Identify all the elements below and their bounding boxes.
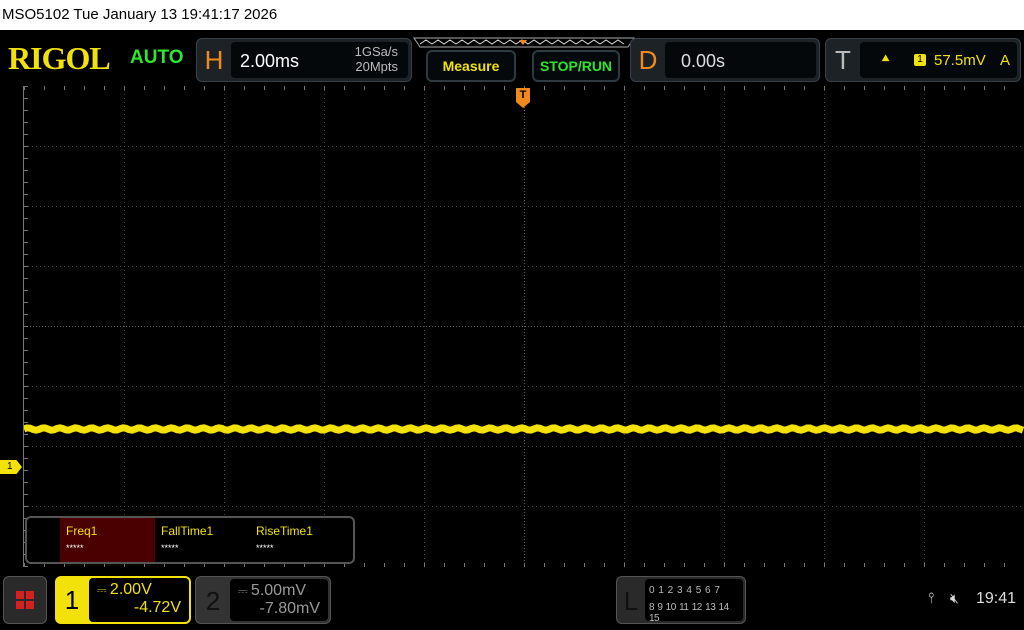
memory-depth: 20Mpts <box>355 59 398 74</box>
mute-icon[interactable]: 🔇︎ <box>950 590 959 606</box>
logic-key: L <box>623 586 639 616</box>
clock: 19:41 <box>976 590 1017 607</box>
logic-channels-row-1: 0 1 2 3 4 5 6 7 <box>649 585 720 596</box>
channel-1-scale: 2.00V <box>109 581 152 598</box>
timebase-value: 2.00ms <box>240 51 300 71</box>
trigger-position-marker[interactable]: T <box>516 88 530 108</box>
channel-1-number: 1 <box>64 585 80 615</box>
measurement-panel: Freq1 ***** FallTime1 ***** RiseTime1 ***** <box>25 516 355 564</box>
channel-2-number: 2 <box>205 586 221 616</box>
graticule <box>24 86 1024 567</box>
menu-button[interactable] <box>3 576 47 624</box>
waveform-display[interactable] <box>23 86 1024 567</box>
logic-analyzer-panel[interactable]: L 0 1 2 3 4 5 6 7 8 9 10 11 12 13 14 15 <box>616 576 746 624</box>
measurement-label: FallTime1 <box>161 524 214 538</box>
rigol-logo: RIGOL <box>8 40 111 76</box>
trigger-position-marker <box>519 40 527 45</box>
channel-1-trace <box>24 424 1024 434</box>
measurement-freq1[interactable]: Freq1 ***** <box>60 518 155 562</box>
channel-1-offset: -4.72V <box>133 599 181 616</box>
measurement-label: Freq1 <box>66 524 98 538</box>
horizontal-key: H <box>204 45 224 75</box>
sample-rate: 1GSa/s <box>354 44 398 59</box>
channel-2-offset: -7.80mV <box>259 600 320 617</box>
channel-2-panel[interactable]: 2 ⎓ 5.00mV -7.80mV <box>195 576 331 624</box>
measure-button[interactable]: Measure <box>426 50 516 82</box>
memory-overview-bar <box>413 37 635 48</box>
delay-value: 0.00s <box>681 51 726 71</box>
measurement-falltime1[interactable]: FallTime1 ***** <box>155 518 250 562</box>
trigger-source-badge: 1 <box>914 54 926 66</box>
trigger-sweep-mode: A <box>1000 52 1011 69</box>
measurement-value: ***** <box>66 543 84 553</box>
stop-run-button[interactable]: STOP/RUN <box>532 50 620 82</box>
trigger-mode-status: AUTO <box>130 47 184 68</box>
title-bar: MSO5102 Tue January 13 19:41:17 2026 <box>0 0 1024 30</box>
measurement-risetime1[interactable]: RiseTime1 ***** <box>250 518 345 562</box>
usb-icon: ⫯ <box>928 590 935 607</box>
delay-panel[interactable]: D 0.00s <box>630 38 820 82</box>
dc-coupling-icon: ⎓ <box>97 583 110 597</box>
trigger-panel[interactable]: T ⯅ 1 57.5mV A <box>825 38 1021 82</box>
measurement-value: ***** <box>161 543 179 553</box>
trigger-level: 57.5mV <box>934 52 986 69</box>
rising-edge-icon: ⯅ <box>880 50 892 66</box>
logic-channels-row-2: 8 9 10 11 12 13 14 15 <box>649 602 729 624</box>
horizontal-panel[interactable]: H 2.00ms 1GSa/s 20Mpts <box>196 38 412 82</box>
measurement-label: RiseTime1 <box>256 524 313 538</box>
channel-2-scale: 5.00mV <box>250 582 307 599</box>
measurement-value: ***** <box>256 543 274 553</box>
grid-menu-icon <box>16 591 34 609</box>
dc-coupling-icon: ⎓ <box>238 584 251 598</box>
trigger-key: T <box>835 45 851 75</box>
channel-1-offset-marker[interactable]: 1 <box>0 460 22 474</box>
delay-key: D <box>638 45 658 75</box>
channel-1-panel[interactable]: 1 ⎓ 2.00V -4.72V <box>55 576 191 624</box>
